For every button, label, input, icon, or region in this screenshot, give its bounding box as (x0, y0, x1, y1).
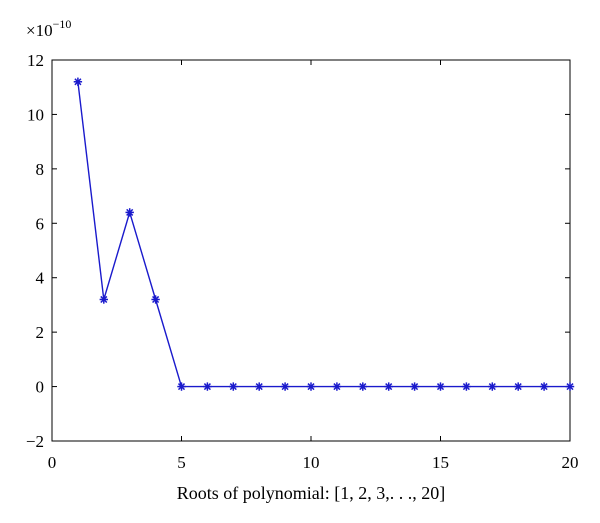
x-axis-label: Roots of polynomial: [1, 2, 3,. . ., 20] (177, 483, 446, 503)
data-point-marker (514, 382, 523, 391)
series-line (77, 81, 570, 388)
y-tick-label: 6 (36, 214, 45, 233)
data-point-marker (151, 295, 160, 304)
data-point-marker (280, 382, 290, 391)
data-point-marker (255, 382, 264, 391)
y-tick-label: 12 (27, 51, 44, 70)
data-point-marker (99, 295, 108, 304)
y-tick-label: 8 (36, 160, 45, 179)
y-axis-multiplier: ×10−10 (26, 17, 71, 40)
y-axis-ticks: −2 0 2 4 6 8 10 12 (26, 51, 570, 451)
y-tick-label: 10 (27, 105, 44, 124)
data-point-marker (229, 382, 238, 391)
data-point-marker (332, 382, 342, 391)
data-point-marker (436, 382, 445, 391)
data-point-marker (73, 77, 83, 86)
data-point-marker (384, 382, 393, 391)
series-layer (73, 77, 575, 391)
y-tick-label: 2 (36, 323, 45, 342)
y-tick-label: 4 (36, 269, 45, 288)
x-tick-label: 20 (562, 453, 579, 472)
data-point-marker (488, 382, 497, 391)
x-tick-label: 5 (177, 453, 186, 472)
data-point-marker (410, 382, 419, 391)
data-point-marker (306, 382, 316, 391)
data-point-marker (539, 382, 549, 391)
data-point-marker (177, 382, 186, 391)
y-tick-label: 0 (36, 378, 45, 397)
data-point-marker (565, 382, 575, 391)
y-tick-label: −2 (26, 432, 44, 451)
data-point-marker (203, 382, 212, 391)
x-axis-ticks: 0 5 10 15 20 (48, 60, 579, 472)
x-tick-label: 0 (48, 453, 57, 472)
x-tick-label: 10 (303, 453, 320, 472)
data-point-marker (125, 208, 134, 217)
x-tick-label: 15 (432, 453, 449, 472)
data-point-marker (462, 382, 471, 391)
data-point-marker (358, 382, 367, 391)
